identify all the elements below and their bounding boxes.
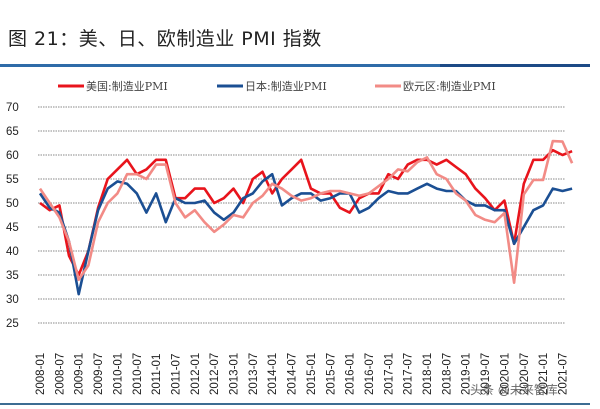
x-tick-label: 2014-01 bbox=[267, 353, 279, 395]
y-tick-label: 70 bbox=[6, 102, 19, 114]
x-tick-label: 2015-01 bbox=[306, 353, 318, 395]
x-tick-label: 2016-07 bbox=[364, 353, 376, 395]
x-tick-label: 2012-01 bbox=[190, 353, 202, 395]
title-divider bbox=[0, 64, 590, 67]
x-tick-label: 2010-07 bbox=[132, 353, 144, 395]
x-tick-label: 2015-07 bbox=[325, 353, 337, 395]
y-tick-label: 45 bbox=[6, 222, 19, 234]
x-tick-label: 2018-01 bbox=[422, 353, 434, 395]
y-tick-label: 50 bbox=[6, 198, 19, 210]
x-tick-label: 2020-01 bbox=[499, 353, 511, 395]
x-tick-label: 2008-01 bbox=[35, 353, 47, 395]
x-tick-label: 2014-07 bbox=[287, 353, 299, 395]
y-tick-label: 35 bbox=[6, 270, 19, 282]
x-tick-label: 2009-01 bbox=[74, 353, 86, 395]
x-tick-label: 2017-07 bbox=[403, 353, 415, 395]
y-tick-label: 55 bbox=[6, 174, 19, 186]
x-tick-label: 2011-01 bbox=[151, 354, 163, 395]
y-tick-label: 65 bbox=[6, 126, 19, 138]
x-tick-label: 2009-07 bbox=[93, 353, 105, 395]
y-tick-label: 25 bbox=[6, 318, 19, 330]
x-tick-label: 2018-07 bbox=[441, 353, 453, 395]
x-tick-label: 2017-01 bbox=[383, 353, 395, 395]
x-tick-label: 2021-01 bbox=[538, 353, 550, 395]
watermark: 头条 @未来智库 bbox=[470, 383, 558, 397]
title-divider-accent bbox=[440, 64, 590, 67]
y-tick-label: 30 bbox=[6, 294, 19, 306]
x-tick-label: 2013-01 bbox=[229, 353, 241, 395]
x-tick-label: 2019-01 bbox=[461, 353, 473, 395]
y-tick-label: 60 bbox=[6, 150, 19, 162]
x-tick-label: 2013-07 bbox=[248, 353, 260, 395]
legend-label-1: 日本:制造业PMI bbox=[245, 79, 327, 93]
x-tick-label: 2020-07 bbox=[519, 353, 531, 395]
chart-title: 图 21：美、日、欧制造业 PMI 指数 bbox=[8, 28, 322, 50]
x-tick-label: 2008-07 bbox=[54, 353, 66, 395]
x-tick-label: 2019-07 bbox=[480, 353, 492, 395]
series-line-1 bbox=[38, 172, 573, 296]
y-tick-label: 40 bbox=[6, 246, 19, 258]
legend-label-0: 美国:制造业PMI bbox=[86, 79, 168, 93]
bottom-divider bbox=[0, 403, 590, 405]
legend-label-2: 欧元区:制造业PMI bbox=[403, 79, 496, 93]
x-tick-label: 2021-07 bbox=[557, 353, 569, 395]
series-line-2 bbox=[38, 139, 574, 285]
x-tick-label: 2016-01 bbox=[345, 353, 357, 395]
x-tick-label: 2010-01 bbox=[112, 353, 124, 395]
series-line-0 bbox=[39, 148, 573, 277]
x-tick-label: 2012-07 bbox=[209, 353, 221, 395]
x-tick-label: 2011-07 bbox=[170, 354, 182, 395]
